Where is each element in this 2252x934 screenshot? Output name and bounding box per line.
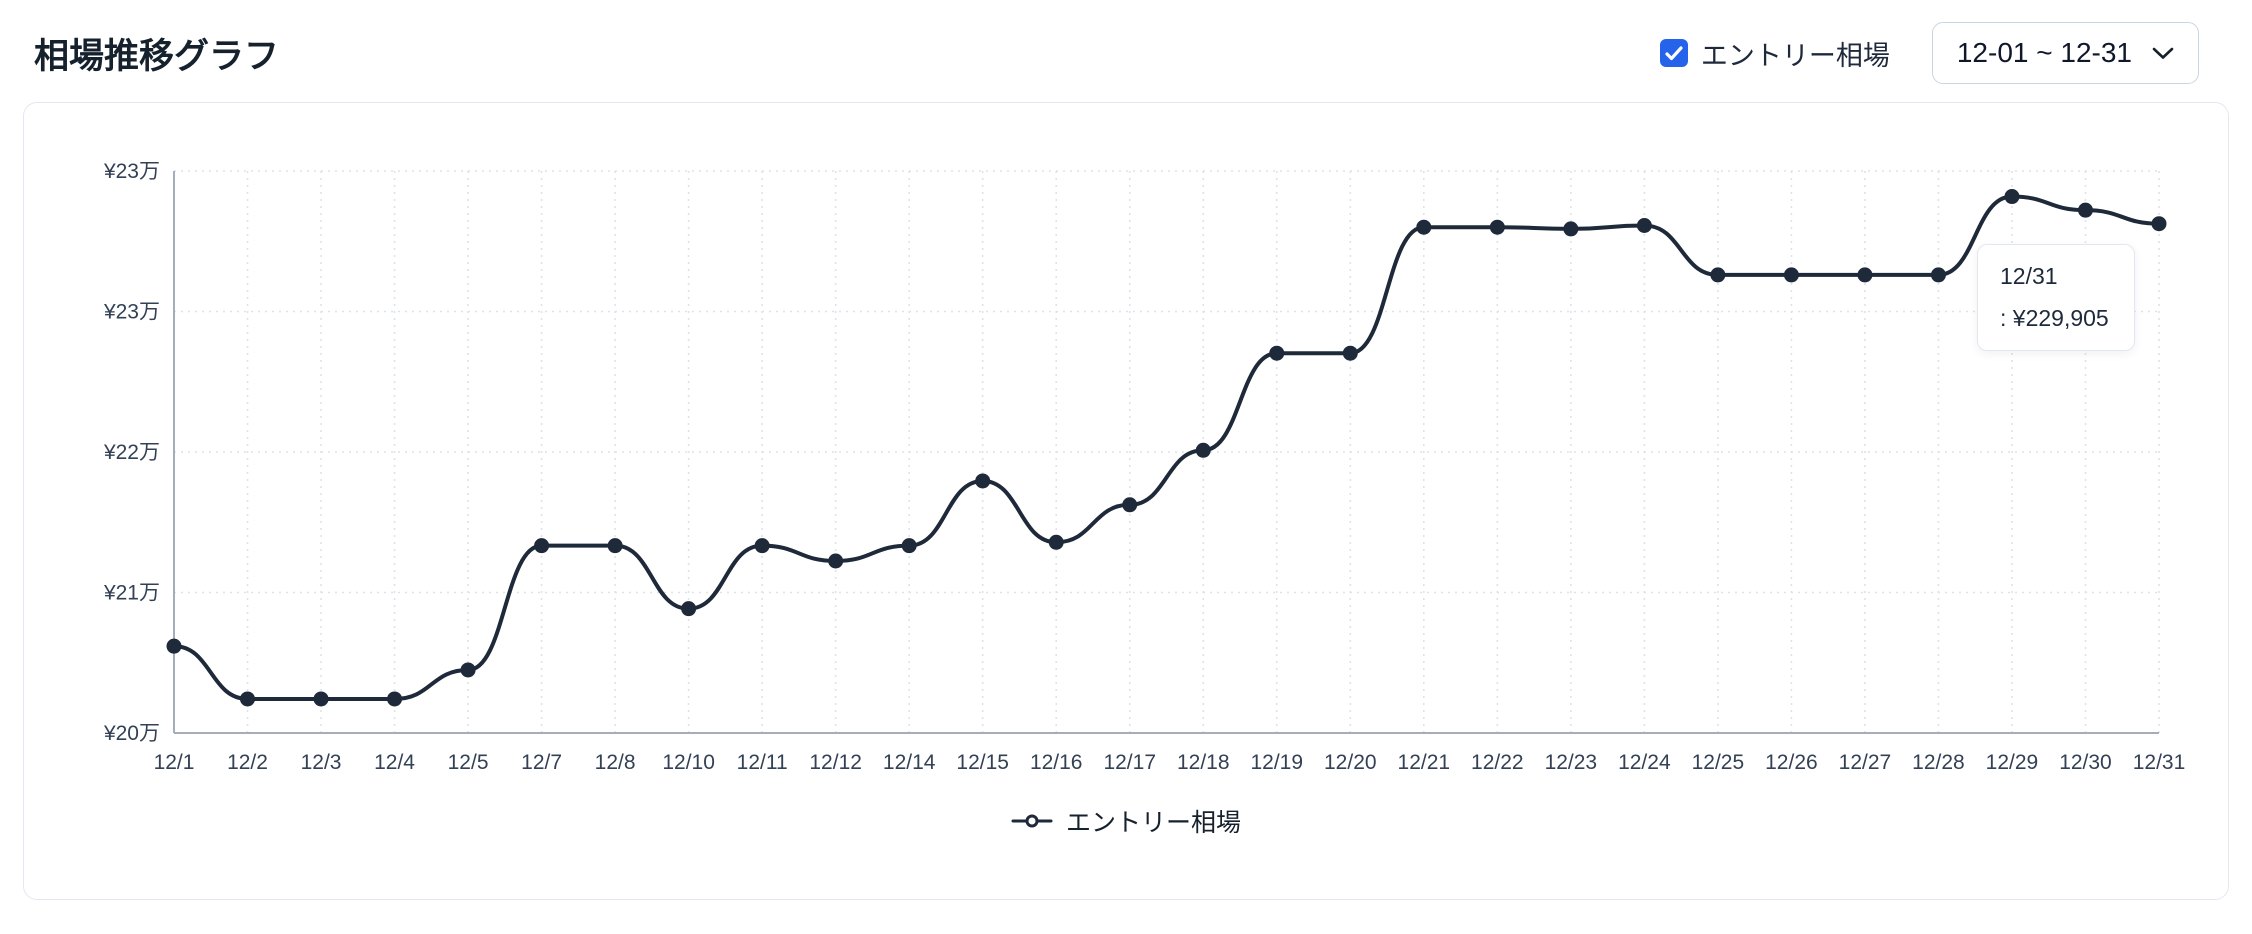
header-controls: エントリー相場 12-01 ~ 12-31 — [1659, 22, 2199, 84]
svg-text:12/22: 12/22 — [1471, 751, 1524, 774]
svg-text:¥21万: ¥21万 — [103, 582, 160, 605]
svg-text:12/2: 12/2 — [227, 751, 268, 774]
svg-text:12/21: 12/21 — [1398, 751, 1451, 774]
svg-text:12/16: 12/16 — [1030, 751, 1083, 774]
line-chart[interactable]: ¥20万 ¥21万 ¥22万 ¥23万 ¥23万 12/1 12/2 12/3 12/4 12/5… — [24, 103, 2228, 795]
chart-area: ¥20万 ¥21万 ¥22万 ¥23万 ¥23万 12/1 12/2 12/3 12/4 12/5… — [24, 103, 2228, 795]
svg-text:12/14: 12/14 — [883, 751, 936, 774]
svg-text:12/30: 12/30 — [2059, 751, 2112, 774]
date-range-dropdown[interactable]: 12-01 ~ 12-31 — [1931, 22, 2199, 84]
chevron-down-icon — [2152, 47, 2174, 59]
svg-text:12/3: 12/3 — [301, 751, 342, 774]
entry-rate-checkbox[interactable] — [1659, 39, 1688, 67]
svg-text:12/27: 12/27 — [1839, 751, 1892, 774]
date-range-value: 12-01 ~ 12-31 — [1956, 37, 2132, 68]
chart-card: ¥20万 ¥21万 ¥22万 ¥23万 ¥23万 12/1 12/2 12/3 12/4 12/5… — [23, 102, 2229, 900]
svg-text:12/10: 12/10 — [662, 751, 715, 774]
svg-text:12/8: 12/8 — [595, 751, 636, 774]
svg-text:12/15: 12/15 — [956, 751, 1009, 774]
tooltip-date: 12/31 — [2000, 263, 2058, 289]
legend-label: エントリー相場 — [1065, 809, 1241, 837]
svg-text:12/26: 12/26 — [1765, 751, 1818, 774]
checkmark-icon — [1665, 45, 1683, 60]
svg-text:12/20: 12/20 — [1324, 751, 1377, 774]
page: 相場推移グラフ エントリー相場 12-01 ~ 12-31 ¥20万 ¥21万 ¥2… — [23, 22, 2229, 900]
entry-rate-checkbox-label: エントリー相場 — [1700, 40, 1890, 71]
chart-tooltip: 12/31 : ¥229,905 — [1977, 244, 2135, 351]
svg-text:12/19: 12/19 — [1250, 751, 1303, 774]
svg-text:12/29: 12/29 — [1986, 751, 2039, 774]
svg-text:12/28: 12/28 — [1912, 751, 1965, 774]
svg-text:12/11: 12/11 — [737, 751, 788, 774]
tooltip-value: : ¥229,905 — [2000, 305, 2109, 331]
chart-legend[interactable]: エントリー相場 — [24, 803, 2228, 839]
svg-text:¥20万: ¥20万 — [103, 722, 160, 745]
svg-text:12/4: 12/4 — [374, 751, 415, 774]
legend-line-marker — [1011, 814, 1053, 828]
svg-text:12/31: 12/31 — [2133, 751, 2186, 774]
svg-text:¥22万: ¥22万 — [103, 441, 160, 464]
page-header: 相場推移グラフ エントリー相場 12-01 ~ 12-31 — [23, 22, 2229, 84]
svg-text:12/23: 12/23 — [1545, 751, 1598, 774]
svg-text:12/5: 12/5 — [448, 751, 489, 774]
svg-text:¥23万: ¥23万 — [103, 160, 160, 183]
svg-text:12/24: 12/24 — [1618, 751, 1671, 774]
svg-text:12/1: 12/1 — [154, 751, 195, 774]
svg-text:¥23万: ¥23万 — [103, 301, 160, 324]
svg-text:12/17: 12/17 — [1103, 751, 1156, 774]
svg-text:12/12: 12/12 — [809, 751, 862, 774]
svg-text:12/25: 12/25 — [1692, 751, 1745, 774]
page-title: 相場推移グラフ — [34, 36, 280, 76]
entry-rate-toggle[interactable]: エントリー相場 — [1659, 34, 1890, 73]
svg-text:12/18: 12/18 — [1177, 751, 1230, 774]
svg-text:12/7: 12/7 — [521, 751, 562, 774]
